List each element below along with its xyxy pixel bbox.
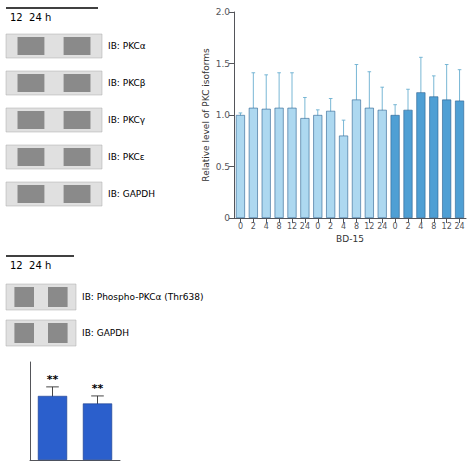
svg-text:IB: Phospho-PKCα (Thr638): IB: Phospho-PKCα (Thr638) <box>82 292 203 302</box>
svg-text:8: 8 <box>354 222 359 231</box>
svg-text:4: 4 <box>418 222 423 231</box>
svg-text:1.0: 1.0 <box>216 110 231 120</box>
svg-text:0: 0 <box>238 222 243 231</box>
svg-text:**: ** <box>92 382 104 395</box>
svg-text:0: 0 <box>224 213 230 223</box>
svg-text:IB: GAPDH: IB: GAPDH <box>108 189 155 199</box>
svg-text:BD-15: BD-15 <box>336 234 364 244</box>
svg-text:Relative level of PKC isoforms: Relative level of PKC isoforms <box>201 48 211 182</box>
svg-text:2: 2 <box>328 222 333 231</box>
svg-text:12: 12 <box>364 222 374 231</box>
svg-text:24: 24 <box>300 222 310 231</box>
svg-text:IB: PKCα: IB: PKCα <box>108 41 146 51</box>
svg-text:8: 8 <box>277 222 282 231</box>
svg-text:12 24 h: 12 24 h <box>10 260 51 271</box>
svg-text:4: 4 <box>341 222 346 231</box>
svg-text:12 24 h: 12 24 h <box>10 12 51 23</box>
svg-text:8: 8 <box>431 222 436 231</box>
svg-text:0: 0 <box>393 222 398 231</box>
svg-text:**: ** <box>47 373 59 386</box>
svg-text:IB: GAPDH: IB: GAPDH <box>82 328 129 338</box>
svg-text:IB: PKCε: IB: PKCε <box>108 152 145 162</box>
svg-text:12: 12 <box>287 222 297 231</box>
svg-text:2: 2 <box>405 222 410 231</box>
svg-text:0.5: 0.5 <box>216 162 230 172</box>
svg-text:2: 2 <box>251 222 256 231</box>
svg-text:0: 0 <box>315 222 320 231</box>
svg-text:12: 12 <box>442 222 452 231</box>
svg-text:24: 24 <box>454 222 464 231</box>
svg-text:24: 24 <box>377 222 387 231</box>
svg-text:IB: PKCβ: IB: PKCβ <box>108 78 146 88</box>
svg-text:1.5: 1.5 <box>216 59 230 69</box>
svg-text:4: 4 <box>264 222 269 231</box>
svg-text:IB: PKCγ: IB: PKCγ <box>108 115 146 125</box>
svg-text:2.0: 2.0 <box>216 7 231 17</box>
